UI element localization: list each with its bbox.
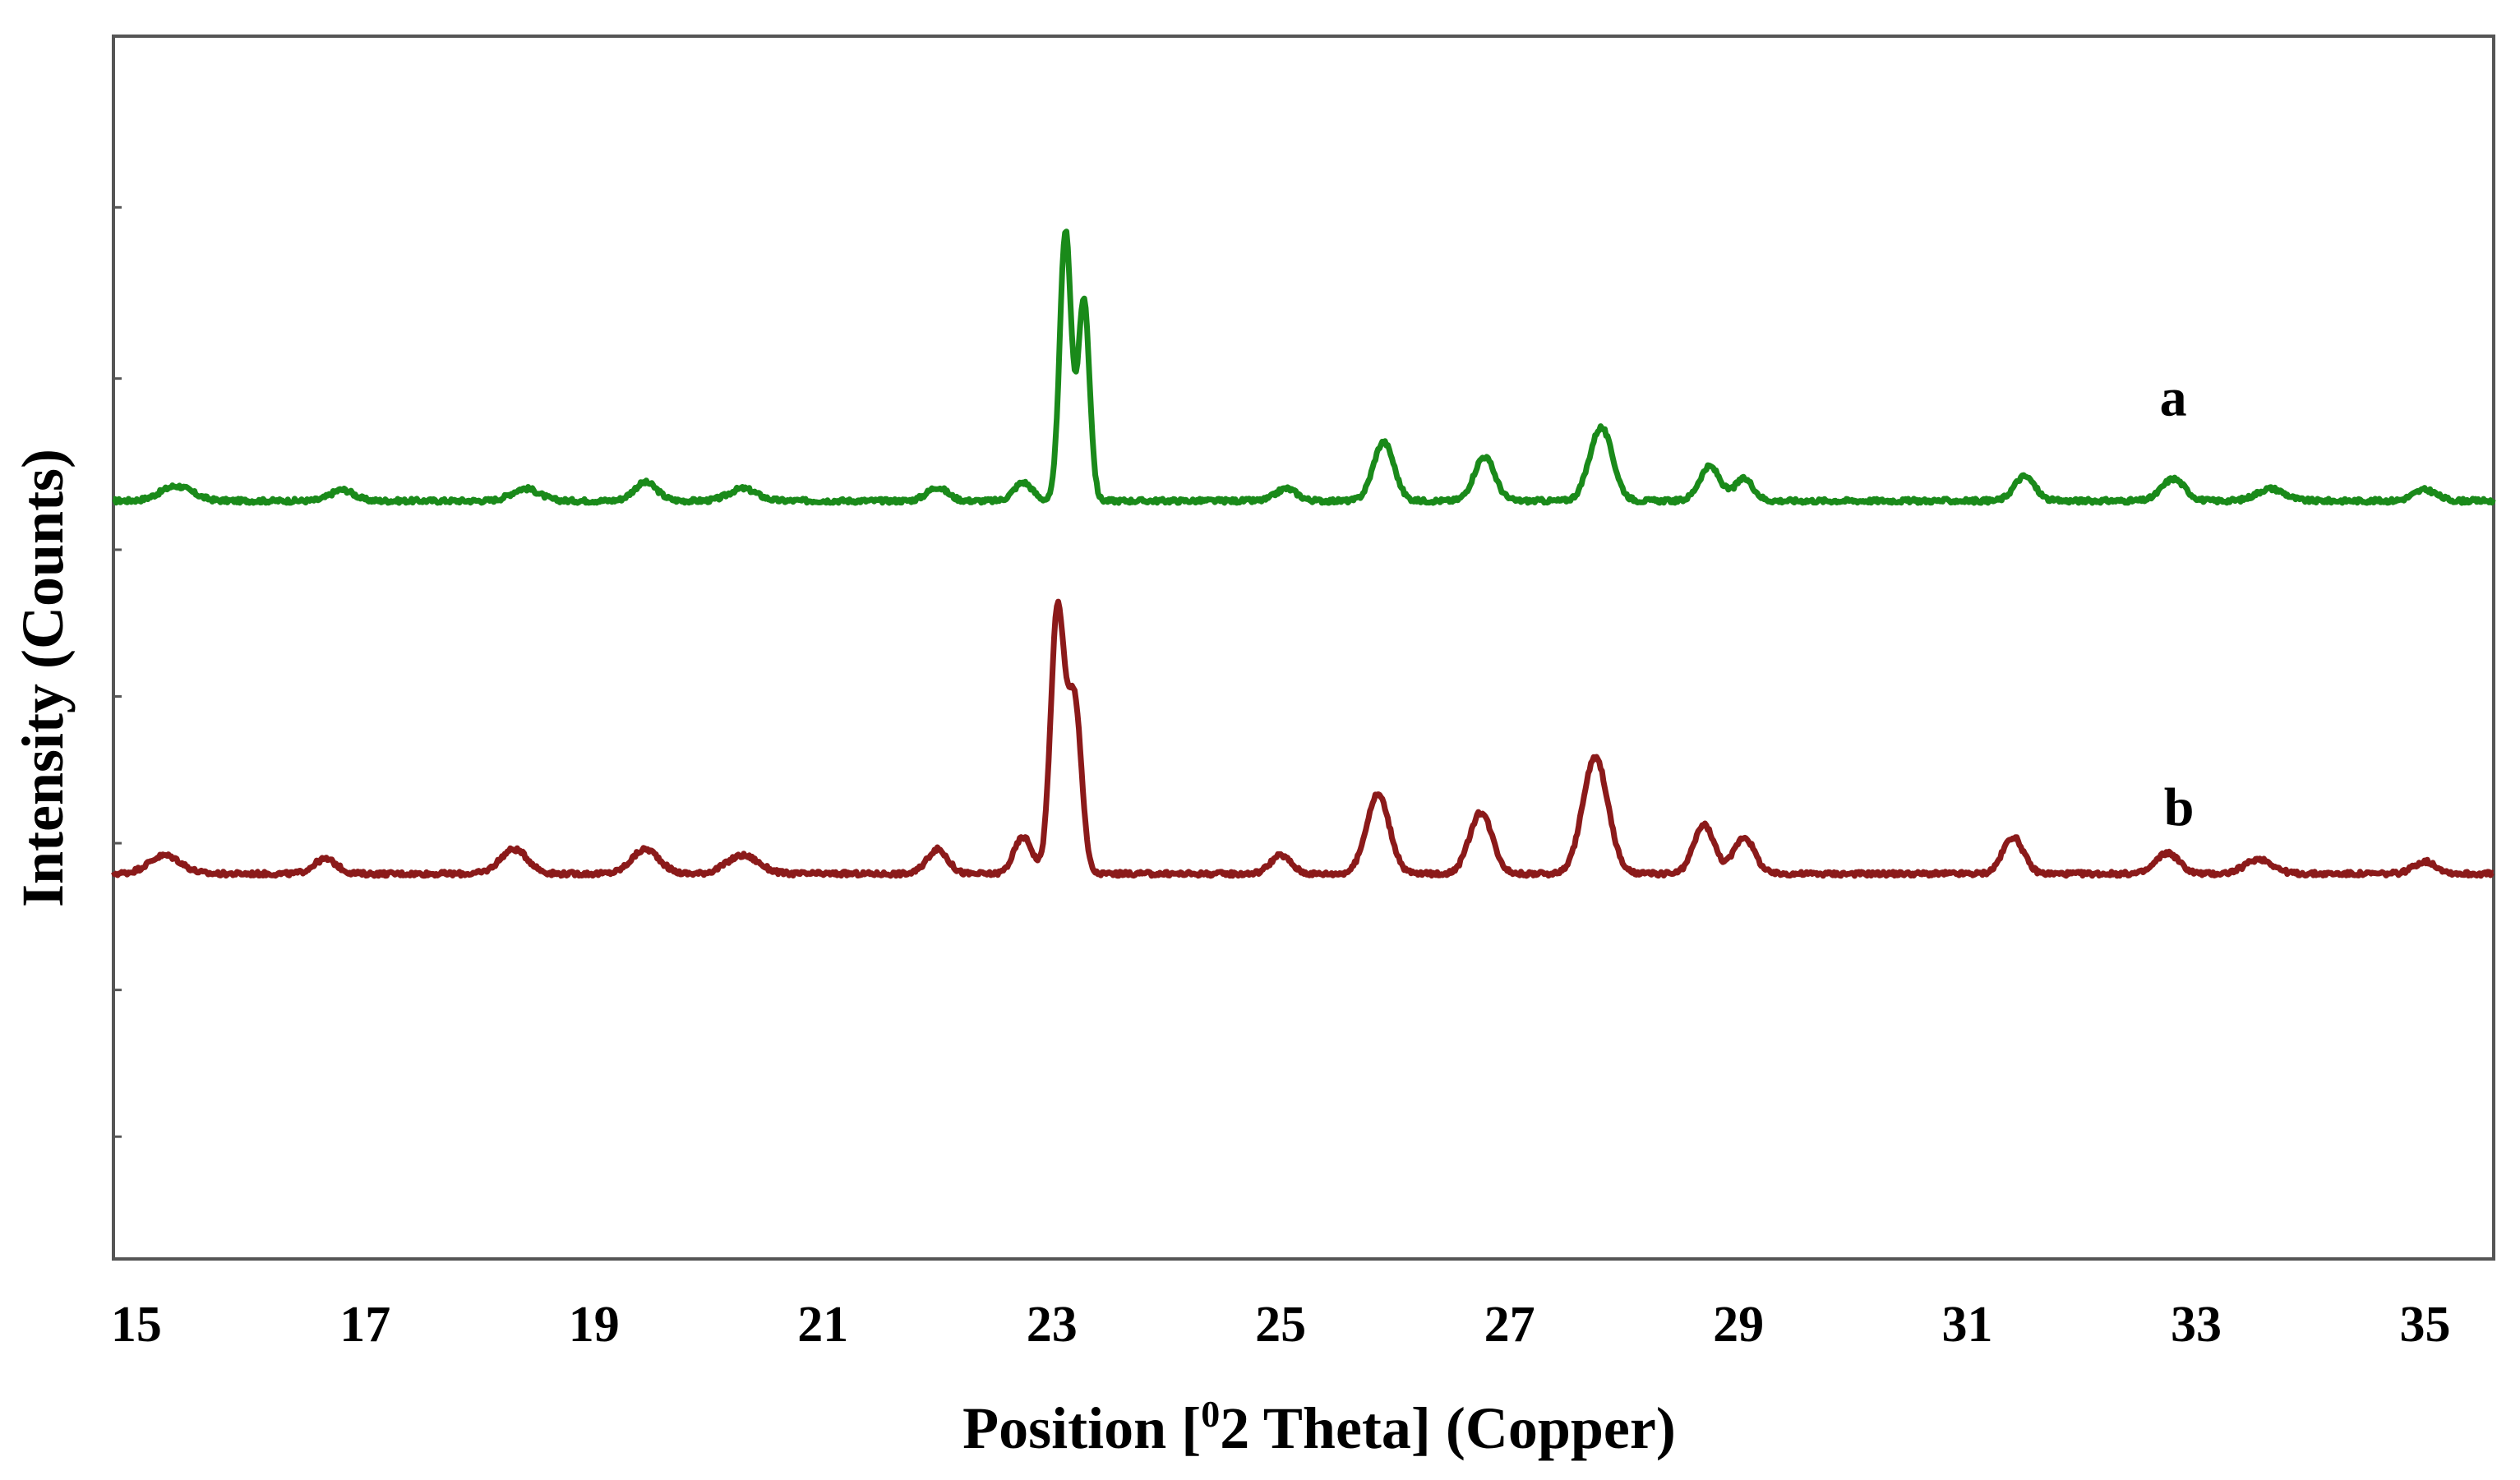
x-axis-label: Position [02 Theta] (Copper) xyxy=(962,1393,1676,1461)
y-axis-label: Intensity (Counts) xyxy=(10,449,76,907)
series-layer xyxy=(110,228,2496,879)
x-tick-label: 15 xyxy=(111,1297,162,1353)
series-line-b xyxy=(110,598,2495,879)
x-tick-label: 25 xyxy=(1255,1297,1306,1353)
plot-frame xyxy=(112,35,2495,1261)
series-labels: ab xyxy=(2160,367,2195,837)
series-line-a xyxy=(112,228,2496,506)
x-tick-label: 35 xyxy=(2399,1297,2450,1353)
x-tick-labels: 15 17 19 21 23 25 27 29 31 33 35 xyxy=(111,1297,2451,1353)
x-tick-label: 33 xyxy=(2171,1297,2222,1353)
y-tick-marks xyxy=(113,205,122,1138)
x-tick-label: 23 xyxy=(1027,1297,1078,1353)
x-tick-label: 31 xyxy=(1942,1297,1993,1353)
series-label-b: b xyxy=(2164,777,2195,837)
x-tick-label: 19 xyxy=(569,1297,620,1353)
x-tick-label: 29 xyxy=(1713,1297,1764,1353)
x-tick-label: 27 xyxy=(1484,1297,1535,1353)
x-tick-label: 21 xyxy=(797,1297,848,1353)
series-label-a: a xyxy=(2160,367,2187,427)
x-tick-label: 17 xyxy=(339,1297,390,1353)
